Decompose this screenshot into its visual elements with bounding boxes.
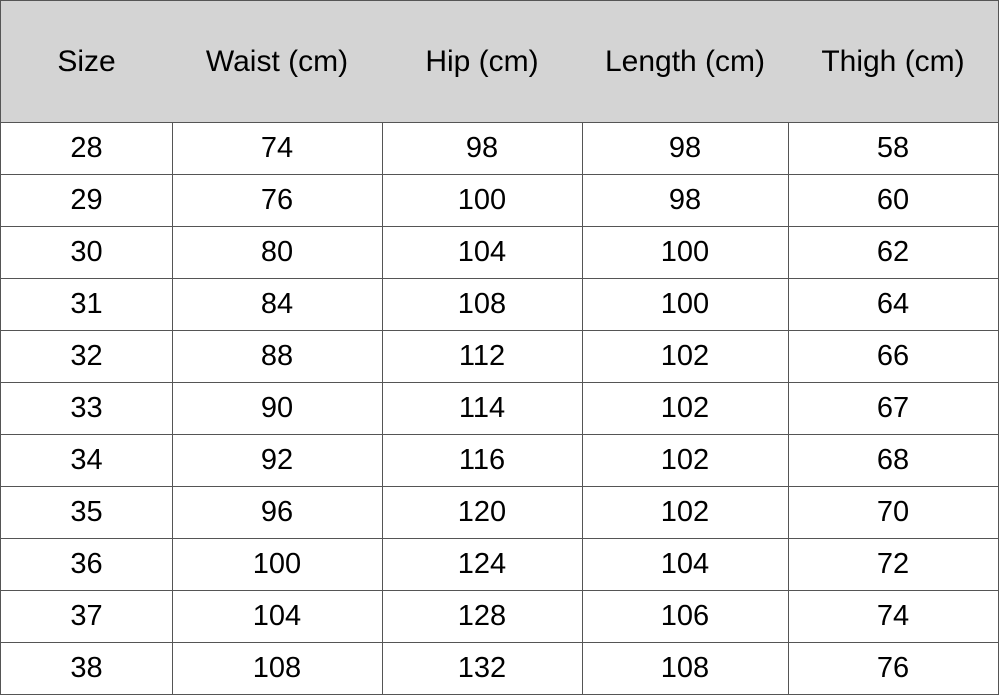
table-cell: 74 (788, 590, 999, 643)
table-cell: 132 (382, 642, 583, 695)
table-cell: 64 (788, 278, 999, 331)
table-cell: 29 (0, 174, 173, 227)
table-cell: 106 (582, 590, 789, 643)
table-cell: 67 (788, 382, 999, 435)
table-cell: 104 (172, 590, 383, 643)
table-cell: 33 (0, 382, 173, 435)
table-cell: 36 (0, 538, 173, 591)
header-cell: Length (cm) (582, 0, 789, 123)
table-cell: 108 (172, 642, 383, 695)
table-cell: 84 (172, 278, 383, 331)
table-cell: 37 (0, 590, 173, 643)
table-cell: 72 (788, 538, 999, 591)
header-cell: Size (0, 0, 173, 123)
table-cell: 98 (582, 174, 789, 227)
table-cell: 102 (582, 382, 789, 435)
table-cell: 92 (172, 434, 383, 487)
table-cell: 31 (0, 278, 173, 331)
table-cell: 74 (172, 122, 383, 175)
table-cell: 28 (0, 122, 173, 175)
table-cell: 30 (0, 226, 173, 279)
table-cell: 34 (0, 434, 173, 487)
table-cell: 120 (382, 486, 583, 539)
header-cell: Hip (cm) (382, 0, 583, 123)
table-cell: 102 (582, 330, 789, 383)
table-cell: 60 (788, 174, 999, 227)
table-cell: 66 (788, 330, 999, 383)
table-cell: 128 (382, 590, 583, 643)
table-cell: 70 (788, 486, 999, 539)
header-cell: Waist (cm) (172, 0, 383, 123)
table-cell: 32 (0, 330, 173, 383)
table-cell: 35 (0, 486, 173, 539)
table-cell: 100 (582, 278, 789, 331)
table-cell: 100 (382, 174, 583, 227)
table-cell: 100 (172, 538, 383, 591)
table-cell: 114 (382, 382, 583, 435)
table-cell: 112 (382, 330, 583, 383)
table-cell: 68 (788, 434, 999, 487)
table-cell: 96 (172, 486, 383, 539)
table-cell: 90 (172, 382, 383, 435)
table-cell: 98 (582, 122, 789, 175)
table-cell: 104 (382, 226, 583, 279)
table-cell: 102 (582, 486, 789, 539)
table-cell: 104 (582, 538, 789, 591)
table-cell: 124 (382, 538, 583, 591)
table-cell: 76 (788, 642, 999, 695)
table-cell: 62 (788, 226, 999, 279)
table-cell: 108 (382, 278, 583, 331)
table-cell: 80 (172, 226, 383, 279)
header-cell: Thigh (cm) (788, 0, 999, 123)
table-cell: 100 (582, 226, 789, 279)
table-cell: 98 (382, 122, 583, 175)
table-cell: 88 (172, 330, 383, 383)
table-cell: 116 (382, 434, 583, 487)
table-cell: 102 (582, 434, 789, 487)
table-cell: 38 (0, 642, 173, 695)
table-cell: 76 (172, 174, 383, 227)
table-cell: 58 (788, 122, 999, 175)
table-cell: 108 (582, 642, 789, 695)
